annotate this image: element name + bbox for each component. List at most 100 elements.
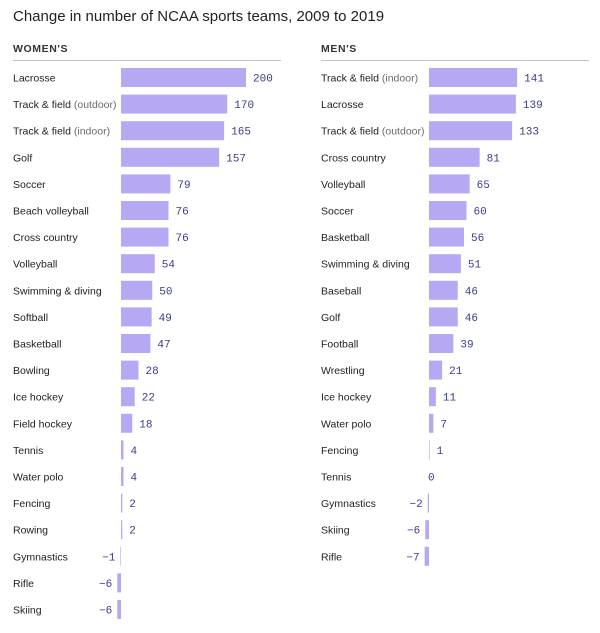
womens-value-label: 4 <box>131 473 138 485</box>
womens-category-label: Skiing <box>13 605 42 617</box>
mens-value-label: 60 <box>474 207 487 219</box>
mens-category-label: Ice hockey <box>321 392 372 404</box>
mens-bar <box>429 94 516 114</box>
mens-value-label: 133 <box>519 127 539 139</box>
womens-category-label: Fencing <box>13 498 51 510</box>
mens-bar <box>429 201 467 220</box>
womens-category-label: Lacrosse <box>13 73 56 85</box>
mens-category-label: Swimming & diving <box>321 259 410 271</box>
mens-category-label: Golf <box>321 312 340 324</box>
mens-value-label: 46 <box>465 313 478 325</box>
womens-value-label: 47 <box>157 340 170 352</box>
womens-category-label: Softball <box>13 312 48 324</box>
womens-value-label: −6 <box>99 579 112 591</box>
mens-category-label: Volleyball <box>321 179 365 191</box>
womens-value-label: 76 <box>176 207 189 219</box>
womens-value-label: 170 <box>234 100 254 112</box>
mens-category-label: Rifle <box>321 551 342 563</box>
womens-value-label: 200 <box>253 74 273 86</box>
womens-category-label: Tennis <box>13 445 43 457</box>
chart-title: Change in number of NCAA sports teams, 2… <box>13 8 385 25</box>
mens-category-label: Lacrosse <box>321 99 364 111</box>
mens-category-label: Track & field (outdoor) <box>321 126 425 138</box>
mens-value-label: −2 <box>410 499 423 511</box>
mens-category-label: Basketball <box>321 232 369 244</box>
mens-bar <box>429 68 518 87</box>
womens-category-label: Field hockey <box>13 418 73 430</box>
mens-panel: MEN'S Track & field (indoor) 141 Lacrosse 1… <box>321 43 589 566</box>
mens-category-label: Soccer <box>321 206 354 218</box>
womens-bar <box>121 280 153 300</box>
womens-value-label: 157 <box>226 153 246 165</box>
mens-value-label: 65 <box>477 180 490 192</box>
mens-value-label: 51 <box>468 260 482 272</box>
mens-value-label: 81 <box>487 153 501 165</box>
mens-category-label: Baseball <box>321 285 361 297</box>
womens-value-label: 76 <box>176 233 189 245</box>
womens-category-label: Golf <box>13 152 32 164</box>
womens-bar <box>121 254 155 274</box>
womens-bar <box>121 440 124 460</box>
mens-bar <box>429 413 434 433</box>
mens-category-label: Fencing <box>321 445 359 457</box>
mens-bar <box>429 174 470 194</box>
mens-value-label: 141 <box>524 74 544 86</box>
mens-value-label: 0 <box>428 473 435 485</box>
mens-value-label: 11 <box>443 393 457 405</box>
womens-bar <box>121 307 152 327</box>
mens-bar <box>429 334 454 353</box>
womens-bar <box>121 493 123 513</box>
mens-category-label: Skiing <box>321 525 350 537</box>
womens-bar <box>121 334 151 353</box>
mens-category-label: Cross country <box>321 152 387 164</box>
womens-bar <box>121 174 171 194</box>
womens-bar <box>121 520 123 540</box>
womens-category-label: Track & field (outdoor) <box>13 99 117 111</box>
mens-category-label: Football <box>321 339 358 351</box>
womens-bar-chart: Lacrosse 200 Track & field (outdoor) 170 Tra… <box>13 68 273 619</box>
mens-value-label: 46 <box>465 286 478 298</box>
womens-value-label: 50 <box>159 286 172 298</box>
mens-value-label: 139 <box>523 100 543 112</box>
mens-bar <box>429 387 436 407</box>
mens-bar <box>429 440 430 460</box>
womens-category-label: Bowling <box>13 365 50 377</box>
womens-category-label: Ice hockey <box>13 392 64 404</box>
womens-value-label: −1 <box>102 552 116 564</box>
mens-bar <box>425 520 429 540</box>
womens-value-label: 54 <box>162 260 176 272</box>
mens-value-label: 21 <box>449 366 463 378</box>
womens-value-label: 22 <box>142 393 155 405</box>
womens-category-label: Beach volleyball <box>13 206 89 218</box>
womens-bar <box>121 227 169 247</box>
womens-category-label: Water polo <box>13 472 64 484</box>
mens-heading: MEN'S <box>321 43 589 61</box>
mens-bar <box>429 360 443 380</box>
mens-value-label: 56 <box>471 233 484 245</box>
mens-category-label: Tennis <box>321 472 351 484</box>
mens-category-label: Gymnastics <box>321 498 376 510</box>
womens-category-label: Basketball <box>13 339 61 351</box>
womens-bar <box>121 360 139 380</box>
womens-bar <box>121 467 124 486</box>
womens-category-label: Track & field (indoor) <box>13 126 110 138</box>
womens-bar <box>121 94 228 114</box>
womens-value-label: 4 <box>131 446 138 458</box>
mens-value-label: 39 <box>460 340 473 352</box>
womens-panel: WOMEN'S Lacrosse 200 Track & field (outdoo… <box>13 43 281 619</box>
womens-category-label: Volleyball <box>13 259 57 271</box>
womens-category-label: Rowing <box>13 525 48 537</box>
womens-value-label: 49 <box>159 313 172 325</box>
womens-bar <box>120 546 121 566</box>
mens-bar <box>429 254 461 274</box>
womens-bar <box>121 413 133 433</box>
mens-bar <box>427 493 429 513</box>
womens-bar <box>121 387 135 407</box>
mens-bar <box>429 280 458 300</box>
womens-category-label: Gymnastics <box>13 551 68 563</box>
mens-bar <box>429 307 458 327</box>
womens-bar <box>117 573 121 593</box>
womens-value-label: 2 <box>129 526 136 538</box>
mens-category-label: Wrestling <box>321 365 365 377</box>
